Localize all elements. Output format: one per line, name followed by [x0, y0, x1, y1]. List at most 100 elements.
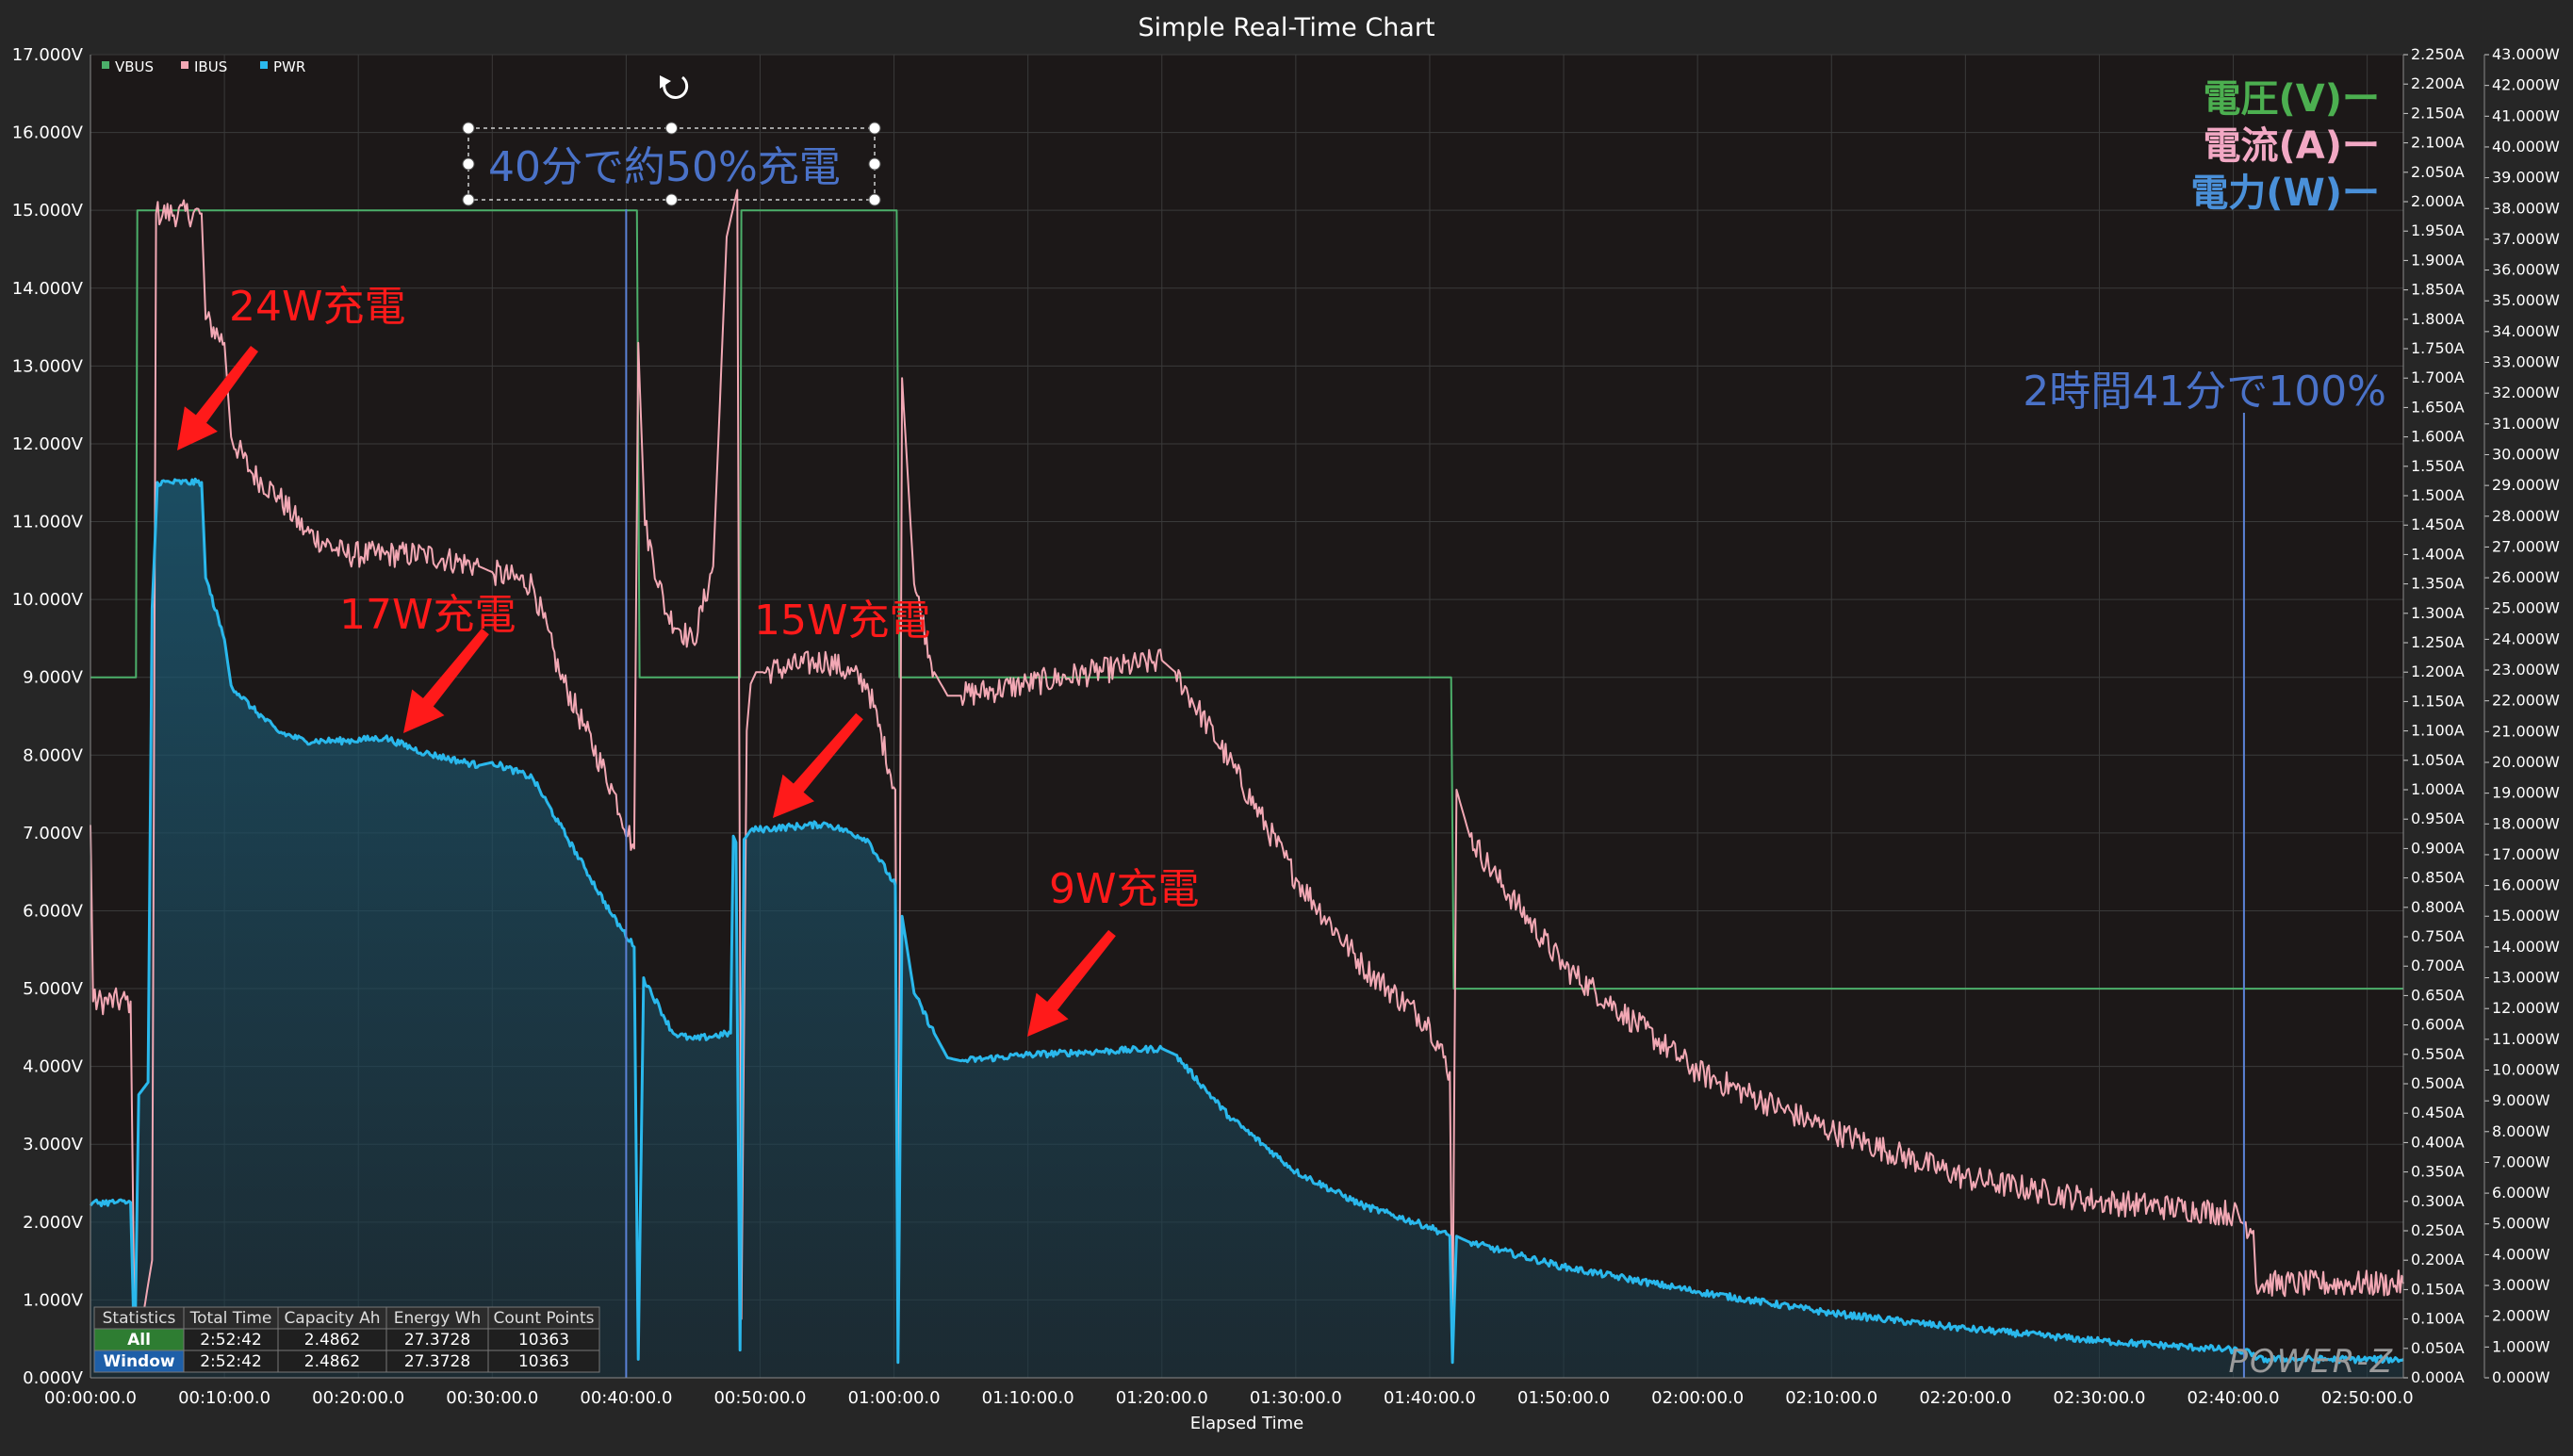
legend-label-ibus: IBUS	[194, 58, 227, 75]
y-right1-tick-label: 0.700A	[2411, 957, 2465, 974]
stats-header-label: Statistics	[103, 1309, 176, 1328]
resize-handle[interactable]	[868, 157, 881, 171]
custom-legend-item: 電力(W)ー	[2190, 172, 2380, 215]
pwr-series-area	[90, 479, 2403, 1378]
custom-legend: 電圧(V)ー電流(A)ー電力(W)ー	[2190, 77, 2380, 215]
y-right1-tick-label: 2.050A	[2411, 163, 2465, 181]
y-right2-tick-label: 1.000W	[2492, 1337, 2550, 1355]
y-right2-tick-label: 39.000W	[2492, 169, 2560, 187]
y-left-tick-label: 4.000V	[23, 1057, 84, 1077]
legend-label-pwr: PWR	[273, 58, 305, 75]
legend-swatch-pwr	[260, 61, 268, 69]
y-right1-tick-label: 0.400A	[2411, 1133, 2465, 1151]
y-right2-tick-label: 3.000W	[2492, 1276, 2550, 1294]
y-right2-tick-label: 41.000W	[2492, 106, 2560, 124]
y-right2-tick-label: 8.000W	[2492, 1122, 2550, 1140]
annotation-text: 15W充電	[754, 597, 931, 645]
x-tick-label: 01:10:00.0	[982, 1388, 1074, 1408]
y-right1-tick-label: 1.750A	[2411, 339, 2465, 357]
y-right1-tick-label: 1.450A	[2411, 515, 2465, 533]
annotation-arrow	[403, 628, 489, 733]
stats-value: 2:52:42	[200, 1352, 262, 1371]
y-right2-tick-label: 5.000W	[2492, 1215, 2550, 1233]
y-right2-tick-label: 16.000W	[2492, 876, 2560, 894]
resize-handle[interactable]	[462, 157, 475, 171]
y-left-tick-label: 8.000V	[23, 745, 84, 765]
series-lines	[89, 188, 2404, 1367]
x-tick-label: 02:50:00.0	[2321, 1388, 2414, 1408]
y-right1-tick-label: 1.100A	[2411, 722, 2465, 740]
resize-handle[interactable]	[868, 122, 881, 135]
y-right2-tick-label: 10.000W	[2492, 1060, 2560, 1078]
y-right1-tick-label: 1.550A	[2411, 457, 2465, 475]
resize-handle[interactable]	[462, 122, 475, 135]
y-right2-tick-label: 33.000W	[2492, 353, 2560, 371]
resize-handle[interactable]	[462, 193, 475, 206]
custom-legend-item: 電流(A)ー	[2203, 124, 2380, 168]
resize-handle[interactable]	[665, 122, 678, 135]
y-right2-tick-label: 28.000W	[2492, 507, 2560, 525]
x-tick-label: 00:00:00.0	[44, 1388, 137, 1408]
annotation-arrow	[177, 345, 258, 450]
resize-handle[interactable]	[665, 193, 678, 206]
y-right1-tick-label: 0.350A	[2411, 1163, 2465, 1181]
annotation-text: 40分で約50%充電	[488, 143, 841, 191]
y-right1-tick-label: 2.200A	[2411, 74, 2465, 92]
y-right2-tick-label: 22.000W	[2492, 692, 2560, 710]
legend-label-vbus: VBUS	[115, 58, 154, 75]
annotation-arrow	[773, 712, 863, 818]
y-right2-tick-label: 24.000W	[2492, 630, 2560, 647]
x-tick-label: 00:50:00.0	[713, 1388, 806, 1408]
y-right2-tick-label: 20.000W	[2492, 753, 2560, 771]
y-left-tick-label: 9.000V	[23, 668, 84, 688]
power-z-logo: POWER-Z	[2228, 1343, 2394, 1381]
x-tick-label: 02:00:00.0	[1651, 1388, 1744, 1408]
y-left-tick-label: 6.000V	[23, 901, 84, 921]
y-right2-tick-label: 32.000W	[2492, 384, 2560, 401]
stats-cell	[487, 1350, 600, 1373]
y-right2-tick-label: 40.000W	[2492, 138, 2560, 155]
marker-lines	[625, 209, 2245, 1378]
y-right1-tick-label: 2.000A	[2411, 192, 2465, 210]
x-tick-label: 01:30:00.0	[1250, 1388, 1342, 1408]
x-tick-label: 01:50:00.0	[1517, 1388, 1610, 1408]
y-right2-tick-label: 17.000W	[2492, 845, 2560, 863]
y-right2-tick-label: 7.000W	[2492, 1153, 2550, 1170]
y-left-tick-label: 2.000V	[23, 1213, 84, 1233]
rotate-arrowhead	[660, 75, 671, 89]
y-right2-tick-label: 19.000W	[2492, 784, 2560, 802]
y-right1-tick-label: 0.800A	[2411, 898, 2465, 916]
y-right2-tick-label: 29.000W	[2492, 476, 2560, 494]
stats-header-label: Count Points	[494, 1309, 595, 1328]
y-right1-tick-label: 1.000A	[2411, 780, 2465, 798]
y-right2-tick-label: 35.000W	[2492, 291, 2560, 309]
y-right1-tick-label: 2.100A	[2411, 134, 2465, 152]
y-left-tick-label: 16.000V	[12, 123, 84, 143]
stats-row-label: All	[127, 1331, 151, 1350]
x-tick-label: 01:40:00.0	[1384, 1388, 1476, 1408]
y-right2-tick-label: 4.000W	[2492, 1245, 2550, 1263]
x-tick-label: 00:30:00.0	[446, 1388, 538, 1408]
rotate-handle-icon[interactable]	[660, 75, 689, 99]
y-right1-tick-label: 0.500A	[2411, 1074, 2465, 1092]
resize-handle[interactable]	[868, 193, 881, 206]
y-right1-tick-label: 0.550A	[2411, 1045, 2465, 1063]
y-right1-tick-label: 1.050A	[2411, 751, 2465, 769]
stats-value: 10363	[518, 1352, 569, 1371]
y-right2-tick-label: 23.000W	[2492, 661, 2560, 679]
y-left-tick-label: 3.000V	[23, 1135, 84, 1154]
y-right1-tick-label: 0.950A	[2411, 810, 2465, 827]
x-tick-label: 00:10:00.0	[178, 1388, 270, 1408]
y-right1-tick-label: 1.950A	[2411, 221, 2465, 239]
y-right1-tick-label: 1.900A	[2411, 251, 2465, 269]
y-right2-tick-label: 13.000W	[2492, 969, 2560, 987]
y-right2-tick-label: 37.000W	[2492, 230, 2560, 248]
y-right2-tick-label: 26.000W	[2492, 568, 2560, 586]
y-right2-tick-label: 21.000W	[2492, 722, 2560, 740]
legend-swatch-ibus	[181, 61, 188, 69]
x-tick-label: 00:20:00.0	[312, 1388, 404, 1408]
pwr-area-fill	[90, 479, 2403, 1378]
y-right2-tick-label: 42.000W	[2492, 76, 2560, 94]
y-right2-tick-label: 34.000W	[2492, 322, 2560, 340]
